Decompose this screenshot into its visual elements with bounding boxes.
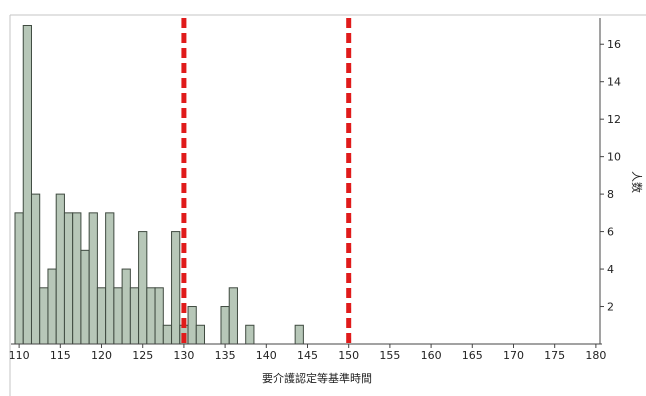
x-tick-label-120: 120 — [91, 349, 112, 362]
histogram-bar-116 — [63, 212, 74, 345]
y-tick-label-14: 14 — [607, 76, 621, 89]
histogram-bar-126 — [146, 287, 156, 345]
x-tick-label-145: 145 — [297, 349, 318, 362]
x-tick-label-135: 135 — [215, 349, 236, 362]
x-tick-label-175: 175 — [544, 349, 565, 362]
x-tick-label-170: 170 — [503, 349, 524, 362]
y-tick-label-8: 8 — [607, 188, 614, 201]
histogram-bar-117 — [72, 212, 82, 345]
y-tick-label-6: 6 — [607, 226, 614, 239]
x-tick-label-115: 115 — [50, 349, 71, 362]
histogram-bar-144 — [294, 324, 304, 345]
histogram-bar-131 — [187, 306, 197, 345]
histogram-bar-122 — [113, 287, 123, 345]
x-tick-label-110: 110 — [9, 349, 30, 362]
histogram-bar-119 — [88, 212, 98, 345]
histogram-bar-110 — [14, 212, 24, 345]
histogram-bars — [14, 24, 304, 345]
x-tick-label-160: 160 — [421, 349, 442, 362]
histogram-bar-136 — [228, 287, 238, 345]
x-tick-label-165: 165 — [462, 349, 483, 362]
histogram-bar-113 — [39, 287, 49, 345]
histogram-bar-121 — [105, 212, 115, 345]
y-tick-label-16: 16 — [607, 38, 621, 51]
histogram-bar-127 — [154, 287, 164, 345]
histogram-bar-132 — [195, 324, 206, 345]
histogram-bar-112 — [30, 193, 41, 345]
histogram-bar-114 — [47, 268, 57, 345]
x-tick-label-155: 155 — [379, 349, 400, 362]
x-tick-label-180: 180 — [585, 349, 606, 362]
histogram-bar-138 — [245, 324, 255, 345]
histogram-bar-128 — [162, 324, 173, 345]
y-tick-label-10: 10 — [607, 151, 621, 164]
histogram-bar-120 — [96, 287, 107, 345]
x-axis-ticks: 110 115 120 125 130 135 140 145 150 155 160 165 170 1… — [9, 344, 606, 362]
histogram-bar-123 — [121, 268, 131, 345]
y-axis-ticks: 2 4 6 8 10 12 14 16 — [600, 38, 621, 314]
x-axis-label: 要介護認定等基準時間 — [262, 371, 372, 385]
x-tick-label-130: 130 — [173, 349, 194, 362]
x-tick-label-150: 150 — [338, 349, 359, 362]
y-axis-label: 人数 — [630, 171, 643, 193]
y-tick-label-4: 4 — [607, 263, 614, 276]
histogram-bar-115 — [55, 193, 65, 345]
x-tick-label-140: 140 — [256, 349, 277, 362]
x-tick-label-125: 125 — [132, 349, 153, 362]
histogram-bar-125 — [138, 231, 148, 345]
histogram-bar-135 — [220, 306, 230, 345]
y-tick-label-12: 12 — [607, 113, 621, 126]
y-tick-label-2: 2 — [607, 301, 614, 314]
histogram-bar-124 — [129, 287, 140, 345]
reference-lines — [181, 18, 352, 344]
histogram-bar-129 — [171, 231, 181, 345]
histogram-bar-111 — [22, 24, 32, 345]
histogram-bar-118 — [80, 249, 90, 345]
